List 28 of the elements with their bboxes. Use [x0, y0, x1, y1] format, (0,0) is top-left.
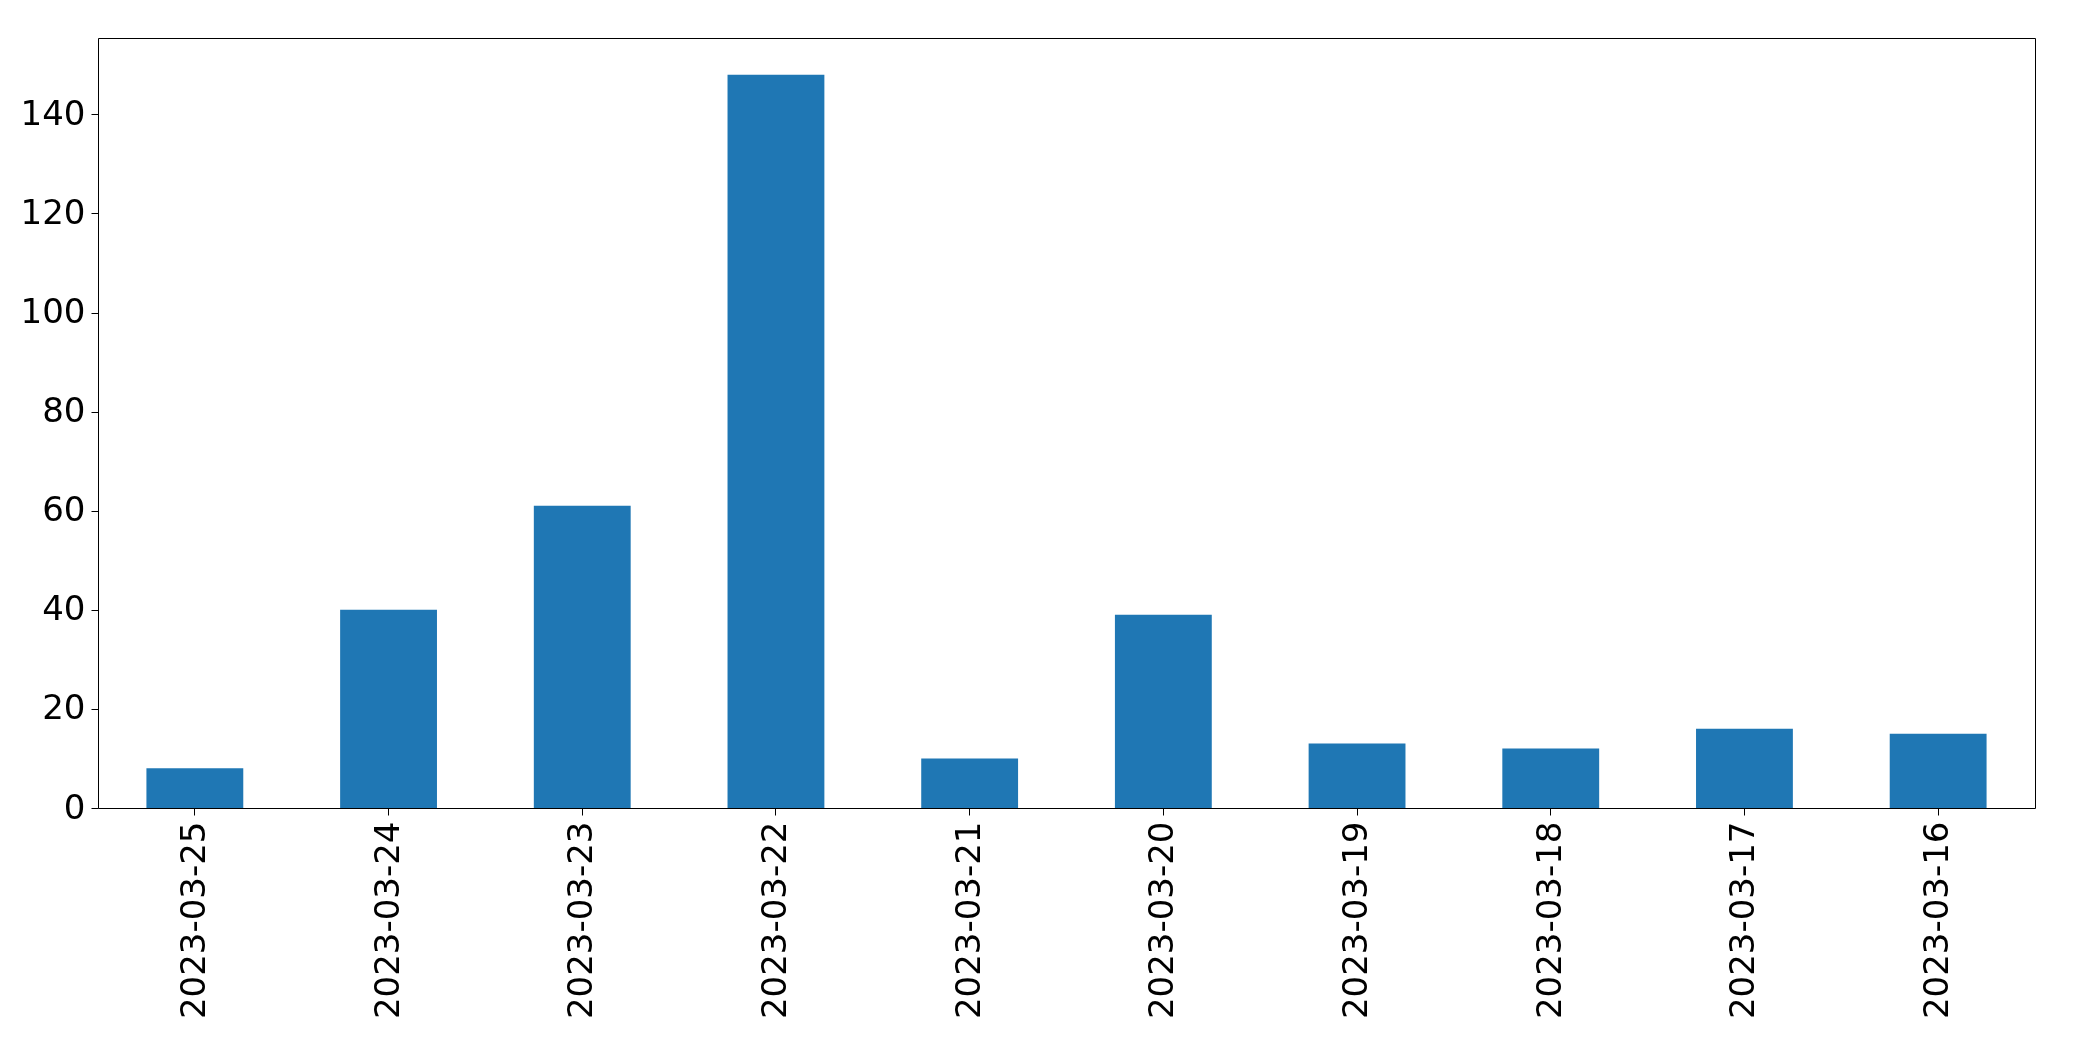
- y-tick-label: 60: [42, 489, 86, 530]
- y-tick-label: 20: [42, 687, 86, 728]
- bar: [340, 609, 437, 808]
- x-tick-label: 2023-03-18: [1528, 821, 1569, 1020]
- bar: [1696, 728, 1793, 808]
- y-tick-label: 140: [20, 92, 86, 133]
- x-tick-label: 2023-03-20: [1141, 821, 1182, 1020]
- x-tick-label: 2023-03-21: [947, 821, 988, 1020]
- x-tick-label: 2023-03-17: [1722, 821, 1763, 1020]
- x-tick-label: 2023-03-25: [172, 821, 213, 1020]
- bar: [1502, 748, 1600, 808]
- x-tick-label: 2023-03-22: [753, 821, 794, 1020]
- y-tick-label: 120: [20, 191, 86, 232]
- x-tick-label: 2023-03-19: [1335, 821, 1376, 1020]
- bar: [1889, 733, 1987, 808]
- bar: [1308, 743, 1406, 808]
- x-tick-label: 2023-03-16: [1916, 821, 1957, 1020]
- bar: [1114, 614, 1212, 808]
- x-tick-label: 2023-03-23: [560, 821, 601, 1020]
- bar: [921, 758, 1019, 808]
- bar: [533, 505, 631, 808]
- y-tick-label: 80: [42, 390, 86, 431]
- y-tick-label: 100: [20, 291, 86, 331]
- bar: [146, 768, 244, 808]
- y-tick-label: 40: [42, 588, 86, 629]
- bar: [727, 74, 825, 808]
- y-tick-label: 0: [63, 786, 86, 827]
- x-tick-label: 2023-03-24: [366, 821, 407, 1020]
